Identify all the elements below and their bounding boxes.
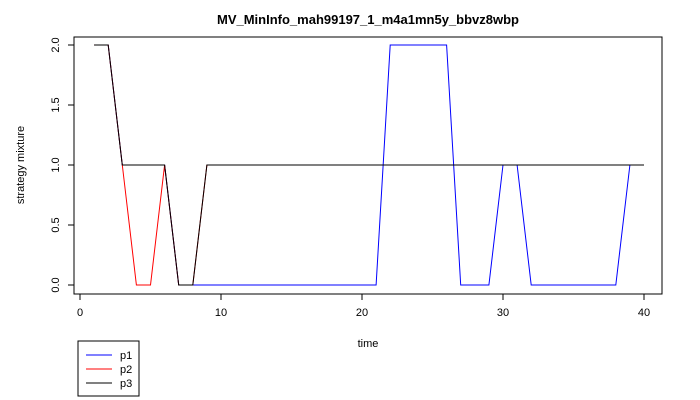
legend-label-p3: p3 (120, 378, 132, 390)
x-tick-label: 0 (77, 307, 83, 319)
y-tick-label: 1.0 (50, 157, 62, 172)
y-tick-label: 1.5 (50, 97, 62, 112)
x-tick-label: 30 (497, 307, 509, 319)
chart-title: MV_MinInfo_mah99197_1_m4a1mn5y_bbvz8wbp (217, 12, 519, 27)
y-axis-label: strategy mixture (15, 126, 27, 204)
x-tick-label: 20 (356, 307, 368, 319)
legend-label-p2: p2 (120, 364, 132, 376)
y-tick-label: 2.0 (50, 37, 62, 52)
x-tick-label: 10 (215, 307, 227, 319)
legend-label-p1: p1 (120, 350, 132, 362)
x-tick-label: 40 (638, 307, 650, 319)
y-tick-label: 0.0 (50, 277, 62, 292)
x-axis-label: time (358, 338, 379, 350)
x-axis: 0 10 20 30 40 (77, 293, 650, 319)
y-axis: 0.0 0.5 1.0 1.5 2.0 (50, 37, 75, 293)
y-tick-label: 0.5 (50, 217, 62, 232)
series-lines (94, 44, 644, 286)
series-line-p3 (94, 44, 644, 286)
legend: p1 p2 p3 (77, 340, 140, 397)
